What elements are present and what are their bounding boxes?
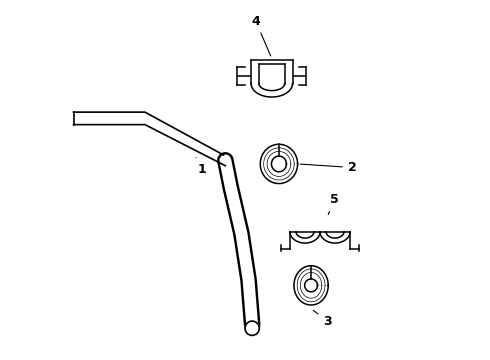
Text: 4: 4 — [251, 14, 270, 56]
Text: 5: 5 — [328, 193, 339, 215]
Text: 2: 2 — [300, 161, 357, 174]
Text: 3: 3 — [313, 310, 331, 328]
Text: 1: 1 — [196, 157, 206, 176]
Circle shape — [245, 321, 259, 336]
